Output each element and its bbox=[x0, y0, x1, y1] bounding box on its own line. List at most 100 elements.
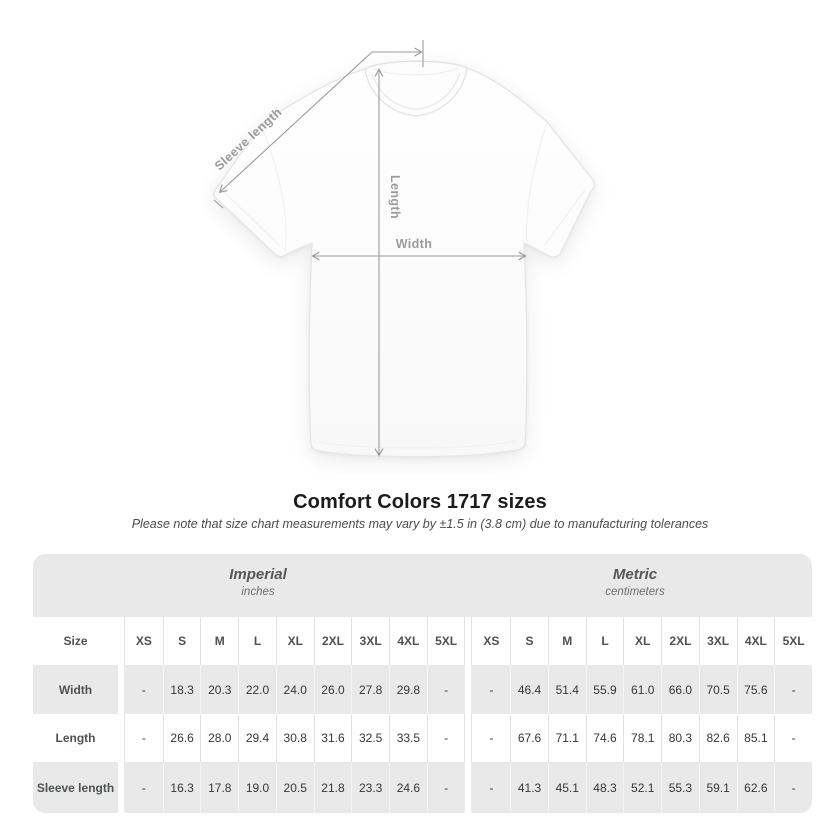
value-cell: - bbox=[125, 714, 163, 762]
section-gap bbox=[464, 665, 473, 714]
size-table: Imperial inches Metric centimeters Size … bbox=[33, 554, 812, 813]
table-row-length: Length - 26.6 28.0 29.4 30.8 31.6 32.5 3… bbox=[33, 714, 812, 762]
column-header-row: Size XS S M L XL 2XL 3XL 4XL 5XL XS S M … bbox=[33, 617, 812, 665]
metric-section-header: Metric centimeters bbox=[605, 567, 664, 599]
column-gap bbox=[118, 714, 125, 762]
value-cell: - bbox=[774, 762, 812, 813]
value-cell: 26.0 bbox=[313, 665, 352, 714]
tshirt-measurement-diagram: Sleeve length Length Width bbox=[195, 30, 615, 475]
value-cell: 18.3 bbox=[162, 665, 201, 714]
imperial-unit-label: inches bbox=[241, 586, 275, 598]
width-label: Width bbox=[396, 237, 433, 251]
length-label: Length bbox=[388, 175, 402, 219]
col-header: 2XL bbox=[661, 617, 699, 665]
metric-label: Metric bbox=[612, 566, 658, 583]
row-label: Width bbox=[33, 665, 118, 714]
value-cell: - bbox=[472, 714, 511, 762]
value-cell: - bbox=[472, 665, 511, 714]
col-header: S bbox=[162, 617, 201, 665]
value-cell: 24.0 bbox=[275, 665, 314, 714]
tolerance-note: Please note that size chart measurements… bbox=[131, 517, 709, 531]
value-cell: 16.3 bbox=[162, 762, 201, 813]
value-cell: 24.6 bbox=[389, 762, 427, 813]
value-cell: 32.5 bbox=[351, 714, 390, 762]
value-cell: 48.3 bbox=[585, 762, 624, 813]
value-cell: - bbox=[774, 665, 812, 714]
value-cell: 22.0 bbox=[238, 665, 276, 714]
col-header: L bbox=[238, 617, 276, 665]
value-cell: 41.3 bbox=[510, 762, 548, 813]
col-header: L bbox=[585, 617, 624, 665]
col-header: 4XL bbox=[389, 617, 427, 665]
value-cell: 70.5 bbox=[698, 665, 737, 714]
value-cell: 51.4 bbox=[547, 665, 586, 714]
value-cell: 45.1 bbox=[547, 762, 586, 813]
column-gap bbox=[118, 762, 125, 813]
section-gap bbox=[464, 714, 473, 762]
col-header: M bbox=[200, 617, 239, 665]
value-cell: 23.3 bbox=[351, 762, 390, 813]
dimension-arrows bbox=[213, 40, 527, 457]
value-cell: 20.3 bbox=[200, 665, 239, 714]
metric-unit-label: centimeters bbox=[605, 586, 665, 598]
value-cell: 55.9 bbox=[585, 665, 624, 714]
col-header: XS bbox=[125, 617, 163, 665]
column-gap bbox=[118, 665, 125, 714]
col-header: 5XL bbox=[774, 617, 812, 665]
value-cell: 27.8 bbox=[351, 665, 390, 714]
col-header: S bbox=[510, 617, 548, 665]
section-gap bbox=[464, 762, 473, 813]
value-cell: 52.1 bbox=[623, 762, 662, 813]
value-cell: 26.6 bbox=[162, 714, 201, 762]
value-cell: 29.8 bbox=[389, 665, 427, 714]
value-cell: 75.6 bbox=[736, 665, 775, 714]
col-header: XL bbox=[275, 617, 314, 665]
value-cell: 33.5 bbox=[389, 714, 427, 762]
col-header: 2XL bbox=[313, 617, 352, 665]
imperial-section-header: Imperial inches bbox=[229, 567, 287, 599]
column-gap bbox=[118, 617, 125, 665]
value-cell: - bbox=[426, 762, 465, 813]
tshirt-illustration: Sleeve length Length Width bbox=[212, 40, 596, 458]
col-header: 3XL bbox=[698, 617, 737, 665]
size-header: Size bbox=[33, 617, 118, 665]
col-header: M bbox=[547, 617, 586, 665]
value-cell: - bbox=[426, 714, 465, 762]
sleeve-length-arrow bbox=[218, 51, 373, 194]
value-cell: - bbox=[472, 762, 511, 813]
value-cell: 62.6 bbox=[736, 762, 775, 813]
value-cell: 59.1 bbox=[698, 762, 737, 813]
value-cell: - bbox=[125, 665, 163, 714]
measurements-table: Size XS S M L XL 2XL 3XL 4XL 5XL XS S M … bbox=[33, 617, 812, 813]
value-cell: 20.5 bbox=[275, 762, 314, 813]
value-cell: - bbox=[774, 714, 812, 762]
col-header: 5XL bbox=[426, 617, 465, 665]
table-row-width: Width - 18.3 20.3 22.0 24.0 26.0 27.8 29… bbox=[33, 665, 812, 714]
value-cell: 31.6 bbox=[313, 714, 352, 762]
value-cell: 30.8 bbox=[275, 714, 314, 762]
sleeve-tip-tick bbox=[213, 199, 224, 209]
value-cell: 55.3 bbox=[661, 762, 699, 813]
table-row-sleeve-length: Sleeve length - 16.3 17.8 19.0 20.5 21.8… bbox=[33, 762, 812, 813]
value-cell: 85.1 bbox=[736, 714, 775, 762]
value-cell: 29.4 bbox=[238, 714, 276, 762]
page-title: Comfort Colors 1717 sizes bbox=[293, 491, 547, 513]
value-cell: 66.0 bbox=[661, 665, 699, 714]
value-cell: 17.8 bbox=[200, 762, 239, 813]
value-cell: 71.1 bbox=[547, 714, 586, 762]
value-cell: - bbox=[125, 762, 163, 813]
imperial-label: Imperial bbox=[229, 566, 287, 583]
col-header: 4XL bbox=[736, 617, 775, 665]
value-cell: 82.6 bbox=[698, 714, 737, 762]
unit-band: Imperial inches Metric centimeters bbox=[33, 554, 812, 617]
value-cell: 19.0 bbox=[238, 762, 276, 813]
col-header: XS bbox=[472, 617, 511, 665]
value-cell: 80.3 bbox=[661, 714, 699, 762]
section-gap bbox=[464, 617, 473, 665]
value-cell: 74.6 bbox=[585, 714, 624, 762]
value-cell: 78.1 bbox=[623, 714, 662, 762]
value-cell: 46.4 bbox=[510, 665, 548, 714]
row-label: Length bbox=[33, 714, 118, 762]
row-label: Sleeve length bbox=[33, 762, 118, 813]
